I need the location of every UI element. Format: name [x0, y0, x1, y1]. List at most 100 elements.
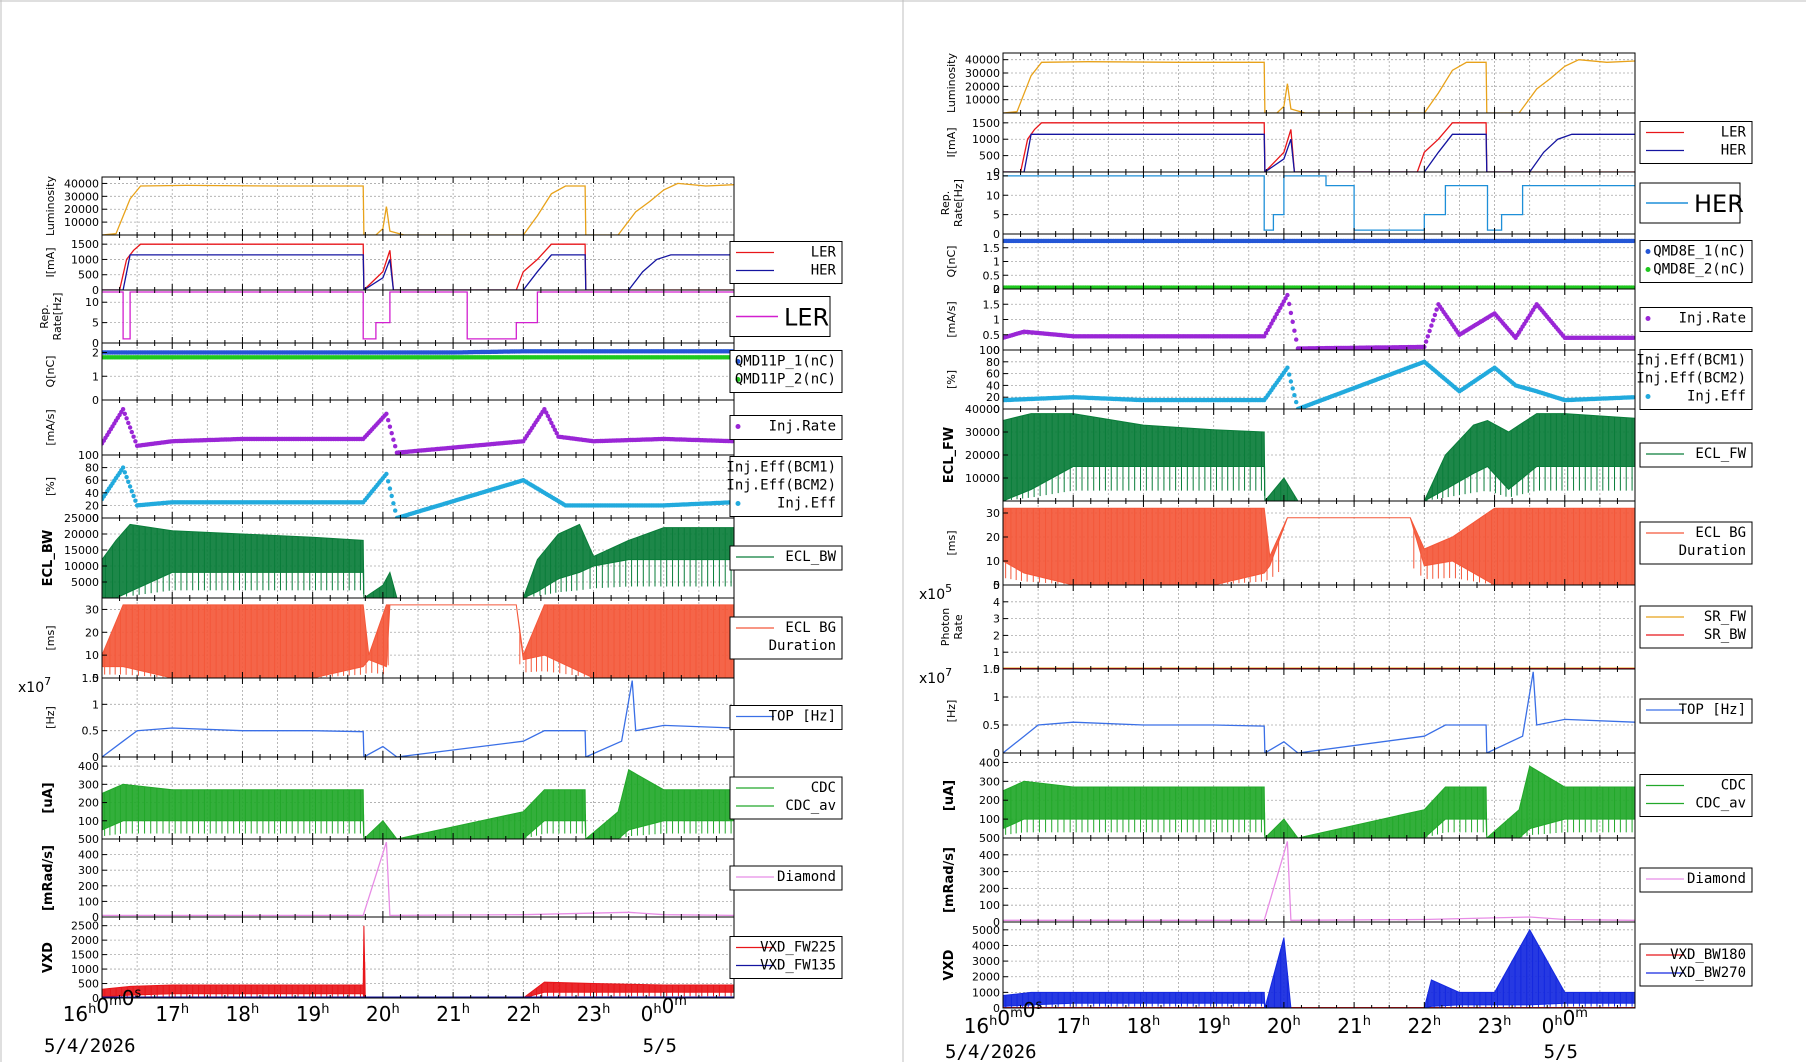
- legend-label: ECL_BW: [785, 549, 836, 565]
- x-tick-label: 16h0m0s: [63, 986, 142, 1026]
- legend-swatch: [735, 377, 741, 382]
- legend-cdc: CDC CDC_av: [729, 776, 843, 820]
- y-axis-title: [mA/s]: [945, 301, 958, 337]
- legend-label: Duration: [769, 638, 836, 654]
- y-tick-label: 0.5: [983, 269, 1001, 282]
- x-tick-label: 18h: [226, 1002, 260, 1026]
- series-inj-rate-point: [547, 417, 552, 422]
- subplot-series-group: [1003, 59, 1635, 113]
- y-tick-label: 100: [78, 815, 99, 828]
- series-inj-rate-point: [1285, 292, 1290, 298]
- series-cdc-band: [102, 769, 734, 839]
- subplot-diam: 0 100 200 300 400 500 [mRad/s] Diamond: [41, 833, 843, 924]
- series-inj-rate-point: [1290, 319, 1295, 324]
- legend-label: Inj.Rate: [1679, 311, 1746, 327]
- x-tick-label: 0h0m: [641, 994, 687, 1026]
- legend-cur: LER HER: [729, 241, 843, 284]
- series-diamond-line: [102, 841, 734, 917]
- series-inj-rate-point: [131, 434, 136, 439]
- y-tick-label: 1500: [71, 949, 99, 962]
- y-axis-title: [ms]: [44, 625, 57, 650]
- legend-label: QMD8E_1(nC): [1653, 244, 1746, 260]
- subplot-series-group: [1003, 238, 1635, 289]
- series-inj-rate-point: [542, 407, 547, 412]
- y-axis-title: Rate[Hz]: [51, 293, 64, 341]
- y-axis-title: Rep.: [939, 191, 952, 215]
- y-exponent-power: 7: [44, 675, 51, 688]
- series-inj-rate-point: [133, 439, 138, 444]
- y-axis-title: [%]: [44, 477, 57, 496]
- legend-swatch: [735, 501, 741, 506]
- series-inj-rate-point: [389, 431, 394, 436]
- x-tick-number: 23: [577, 1002, 602, 1026]
- y-tick-label: 400: [78, 849, 99, 862]
- x-tick-unit: m: [674, 994, 687, 1009]
- subplot-ecl: 5000 10000 15000 20000 25000 ECL_BW ECL_BW: [41, 512, 843, 599]
- subplot-cur: 0 500 1000 1500 I[mA] LER HER: [44, 234, 843, 297]
- subplot-cdc: 100 200 300 400 [uA] CDC CDC_av: [41, 756, 843, 840]
- y-tick-label: 2500: [71, 920, 99, 933]
- y-tick-label: 1.5: [82, 672, 100, 685]
- y-tick-label: 0: [92, 284, 99, 297]
- legend-label: HER: [1694, 190, 1744, 218]
- series-inj-rate-point: [124, 416, 129, 421]
- legend-box: [729, 241, 843, 284]
- subplot-series-group: [102, 407, 734, 455]
- y-tick-label: 20: [85, 626, 99, 639]
- y-tick-label: 100: [78, 449, 99, 462]
- x-tick-label: 20h: [366, 1002, 400, 1026]
- series-inj-rate-point: [393, 444, 398, 449]
- subplot-series-group: [102, 465, 734, 518]
- series-top-hz--line: [102, 680, 734, 757]
- y-tick-label: 30000: [64, 190, 99, 203]
- series-inj-rate-point: [387, 424, 393, 429]
- legend-label: VXD_FW135: [760, 958, 836, 974]
- subplot-top: 0 0.5 1 1.5 [Hz] x107 TOP [Hz]: [18, 672, 843, 764]
- y-tick-label: 10000: [64, 216, 99, 229]
- y-tick-label: 0: [92, 394, 99, 407]
- x-tick-unit: h: [602, 1002, 610, 1017]
- x-tick-number: 16: [63, 1002, 88, 1026]
- y-tick-label: 1000: [972, 133, 1000, 146]
- legend-box: [729, 456, 843, 517]
- legend-label: LER: [1721, 125, 1747, 141]
- y-tick-label: 5000: [71, 576, 99, 589]
- legend-label: Inj.Eff(BCM2): [726, 478, 836, 494]
- series-inj-eff-point: [387, 486, 393, 491]
- series-qmd8e-2-nc--point: [1631, 285, 1635, 289]
- x-tick-number: 17: [155, 1002, 180, 1026]
- series-inj-rate-point: [551, 424, 556, 429]
- legend-diam: Diamond: [729, 865, 843, 891]
- x-tick-number: 19: [296, 1002, 321, 1026]
- subplot-frame: [101, 677, 735, 758]
- legend-box: [1639, 307, 1753, 332]
- y-axis-title: [mRad/s]: [41, 845, 56, 911]
- series-inj-eff-point: [120, 465, 126, 470]
- legend-q: QMD11P_1(nC) QMD11P_2(nC): [729, 350, 843, 393]
- y-axis-title: Rep.: [38, 304, 51, 328]
- series-inj-rate-point: [1272, 315, 1278, 320]
- legend-box: [729, 616, 843, 660]
- y-axis-title: Luminosity: [44, 176, 57, 236]
- legend-label: CDC_av: [785, 798, 836, 814]
- subplot-series-group: [102, 841, 734, 917]
- legend-label: LER: [784, 304, 829, 332]
- series-inj-rate-point: [1283, 296, 1288, 301]
- series-inj-rate-point: [552, 427, 558, 432]
- y-tick-label: 500: [78, 833, 99, 846]
- series-inj-eff-point: [122, 470, 128, 475]
- x-tick-unit: h: [321, 1002, 329, 1017]
- subplot-injr: 0 0.5 1 1.5 2 [mA/s] Inj.Rate: [945, 283, 1753, 357]
- x-tick-label: 21h: [436, 1002, 470, 1026]
- series-inj-rate-point: [1434, 307, 1439, 312]
- legend-label: TOP [Hz]: [769, 709, 836, 725]
- series-her-line: [102, 254, 734, 290]
- series-inj-eff-point: [124, 474, 129, 480]
- subplot-series-group: [102, 291, 734, 340]
- series-ler-line: [102, 291, 734, 340]
- legend-box: [729, 705, 843, 730]
- series-lum-line: [1003, 59, 1635, 113]
